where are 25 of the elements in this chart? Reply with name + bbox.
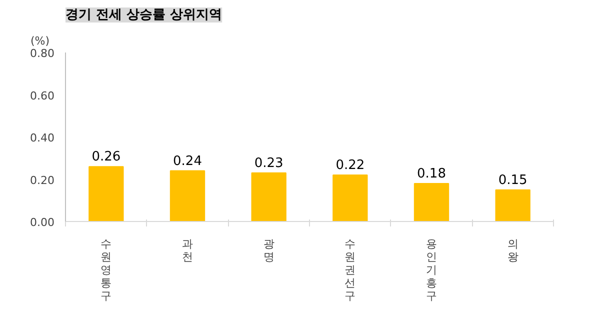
bar: [495, 189, 530, 222]
data-label: 0.22: [336, 158, 365, 174]
data-label: 0.18: [417, 166, 446, 182]
data-label: 0.23: [254, 156, 284, 171]
data-label: 0.24: [173, 154, 202, 169]
data-label: 0.15: [498, 172, 528, 188]
bar: [414, 182, 450, 222]
y-axis-title: (%): [30, 34, 50, 48]
data-label: 0.26: [92, 150, 121, 165]
chart-title: 경기 전세 상승률 상위지역: [66, 8, 222, 22]
x-tick-label: 수원 영통구: [100, 238, 112, 302]
y-tick-label: 0.80: [30, 47, 55, 60]
bar: [88, 166, 124, 222]
y-tick-label: 0.00: [30, 216, 55, 229]
x-tick-label: 과천: [182, 238, 193, 264]
x-tick-label: 광명: [263, 238, 274, 264]
y-tick-label: 0.40: [30, 132, 55, 144]
x-tick-label: 용인 기흥구: [426, 238, 437, 302]
bar: [251, 172, 286, 222]
bar: [332, 174, 368, 222]
x-tick-label: 수원 권선구: [344, 238, 356, 302]
x-tick-label: 의왕: [507, 238, 518, 264]
bar: [170, 170, 206, 222]
y-tick-label: 0.60: [30, 89, 55, 102]
y-tick-label: 0.20: [30, 174, 55, 187]
